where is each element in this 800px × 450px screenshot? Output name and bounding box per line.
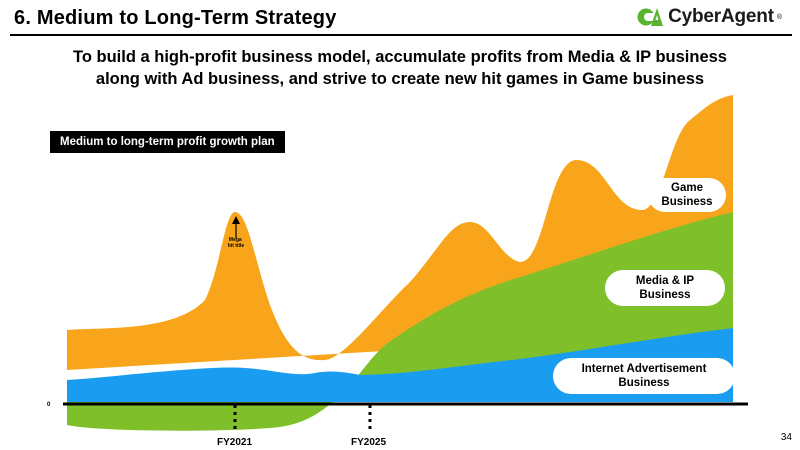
ad-label-line-2: Business: [618, 377, 670, 389]
game-business-label: Game Business: [648, 178, 726, 212]
plan-label: Medium to long-term profit growth plan: [50, 131, 285, 153]
zero-label: 0: [47, 402, 51, 408]
media-label-line-1: Media & IP: [635, 275, 695, 287]
company-name: CyberAgent: [668, 6, 774, 27]
registered-mark: ®: [776, 13, 782, 21]
internet-ad-business-label: Internet Advertisement Business: [553, 358, 735, 394]
cyberagent-logo-icon: [637, 8, 664, 26]
subtitle-line-2: along with Ad business, and strive to cr…: [95, 70, 705, 88]
mega-hit-arrow-head: [232, 216, 240, 224]
title-divider: [10, 34, 792, 36]
media-ip-business-label: Media & IP Business: [605, 270, 725, 306]
x-tick-fy2021: FY2021: [217, 437, 253, 448]
x-tick-fy2025: FY2025: [351, 437, 387, 448]
mega-hit-label: Mega hit title: [228, 237, 245, 249]
subtitle-line-1: To build a high-profit business model, a…: [73, 48, 727, 66]
game-label-line-2: Business: [661, 196, 713, 208]
slide-title: 6. Medium to Long-Term Strategy: [14, 7, 337, 29]
ad-label-line-1: Internet Advertisement: [581, 363, 707, 375]
game-label-line-1: Game: [671, 182, 703, 194]
media-label-line-2: Business: [639, 289, 691, 301]
page-number: 34: [780, 432, 792, 443]
company-logo: CyberAgent ®: [637, 6, 782, 28]
slide-subtitle: To build a high-profit business model, a…: [0, 46, 800, 90]
